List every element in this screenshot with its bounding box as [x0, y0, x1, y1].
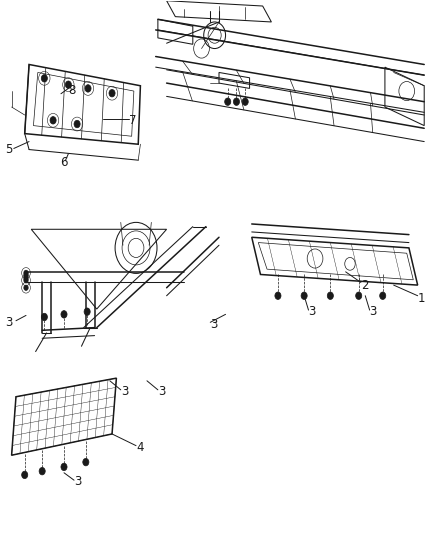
- Text: 3: 3: [370, 305, 377, 318]
- Circle shape: [380, 292, 386, 300]
- Circle shape: [74, 120, 80, 128]
- Text: 5: 5: [5, 143, 12, 156]
- Text: 1: 1: [418, 292, 425, 305]
- Circle shape: [242, 98, 248, 106]
- Circle shape: [24, 278, 28, 283]
- Circle shape: [65, 81, 71, 88]
- Circle shape: [24, 285, 28, 290]
- Circle shape: [61, 311, 67, 318]
- Text: 2: 2: [361, 279, 368, 292]
- Text: 3: 3: [74, 475, 81, 488]
- Circle shape: [61, 463, 67, 471]
- Text: 3: 3: [158, 385, 165, 398]
- Circle shape: [225, 98, 231, 106]
- Circle shape: [50, 117, 56, 124]
- Text: 7: 7: [130, 114, 137, 127]
- Text: 3: 3: [210, 319, 218, 332]
- Circle shape: [109, 90, 115, 97]
- Circle shape: [41, 313, 47, 321]
- Circle shape: [24, 272, 28, 278]
- Circle shape: [301, 292, 307, 300]
- Text: 4: 4: [136, 441, 144, 454]
- Text: 6: 6: [60, 156, 67, 169]
- Circle shape: [84, 308, 90, 316]
- Circle shape: [356, 292, 362, 300]
- Circle shape: [24, 270, 28, 276]
- Text: 8: 8: [68, 84, 76, 96]
- Circle shape: [327, 292, 333, 300]
- Circle shape: [85, 85, 91, 92]
- Circle shape: [24, 276, 28, 281]
- Text: 3: 3: [308, 305, 316, 318]
- Circle shape: [275, 292, 281, 300]
- Circle shape: [39, 467, 45, 475]
- Circle shape: [21, 471, 28, 479]
- Text: 3: 3: [121, 385, 128, 398]
- Circle shape: [83, 458, 89, 466]
- Text: 3: 3: [5, 316, 12, 329]
- Circle shape: [233, 98, 240, 106]
- Circle shape: [41, 75, 47, 82]
